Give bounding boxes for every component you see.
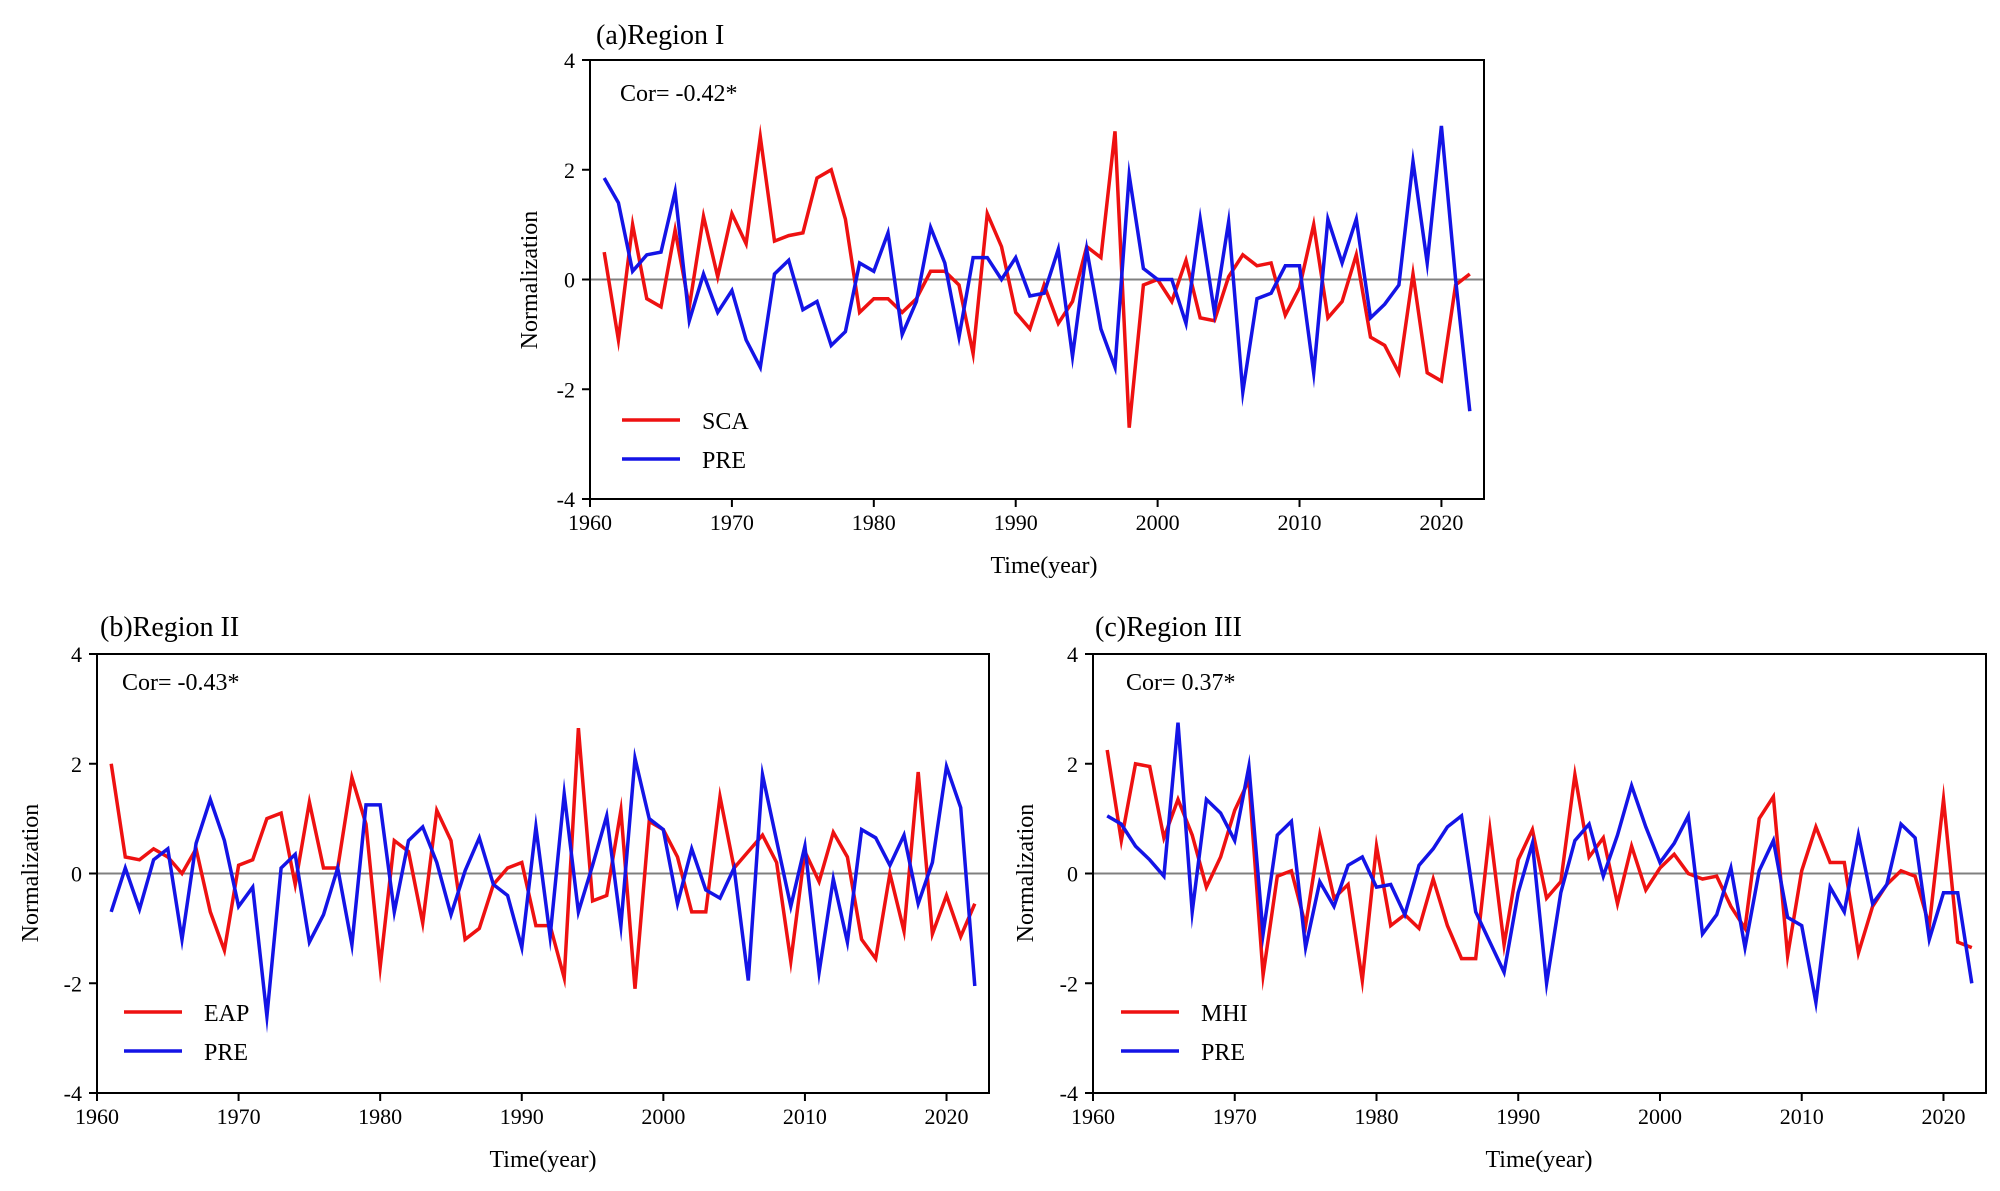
correlation-annotation: Cor= -0.43* bbox=[122, 670, 240, 696]
series-line-pre bbox=[602, 125, 1472, 412]
x-tick-label: 1970 bbox=[1213, 1104, 1257, 1129]
series-line-pre bbox=[1106, 722, 1974, 1015]
y-tick-label: 2 bbox=[71, 752, 82, 777]
x-tick-label: 1980 bbox=[1354, 1104, 1398, 1129]
x-tick-label: 1980 bbox=[358, 1104, 402, 1129]
legend-label-series-1: SCA bbox=[702, 409, 749, 435]
y-tick-label: -2 bbox=[64, 971, 82, 996]
legend-label-series-2: PRE bbox=[702, 448, 746, 474]
panel-region-3: (c)Region III 1960 1970 1980 1990 2000 2010 20… bbox=[1013, 612, 1987, 1173]
y-tick-label: 4 bbox=[71, 642, 82, 667]
x-tick-label: 2010 bbox=[1278, 510, 1322, 535]
legend-label-series-1: EAP bbox=[204, 1001, 249, 1027]
x-tick-label: 1970 bbox=[710, 510, 754, 535]
y-axis-label: Normalization bbox=[517, 211, 543, 350]
legend-label-series-2: PRE bbox=[1201, 1040, 1245, 1066]
y-tick-label: -2 bbox=[1060, 971, 1078, 996]
x-tick-label: 2010 bbox=[783, 1104, 827, 1129]
x-tick-label: 1960 bbox=[75, 1104, 119, 1129]
x-tick-label: 2020 bbox=[925, 1104, 969, 1129]
x-axis-label: Time(year) bbox=[489, 1147, 596, 1173]
x-tick-label: 2000 bbox=[641, 1104, 685, 1129]
panel-region-1: (a)Region I 1960 1970 1980 1990 2000 2010 2020… bbox=[517, 20, 1485, 579]
x-tick-label: 2020 bbox=[1921, 1104, 1965, 1129]
legend: MHI PRE bbox=[1121, 1001, 1248, 1066]
y-tick-label: -4 bbox=[64, 1081, 82, 1106]
panel-title: (b)Region II bbox=[100, 612, 239, 643]
y-axis-label: Normalization bbox=[1013, 804, 1039, 943]
y-tick-label: -4 bbox=[557, 487, 575, 512]
x-tick-label: 2020 bbox=[1419, 510, 1463, 535]
y-tick-label: 0 bbox=[71, 862, 82, 887]
legend: EAP PRE bbox=[124, 1001, 249, 1066]
x-tick-label: 1990 bbox=[500, 1104, 544, 1129]
x-tick-label: 2000 bbox=[1638, 1104, 1682, 1129]
panel-title: (c)Region III bbox=[1095, 612, 1242, 643]
correlation-annotation: Cor= -0.42* bbox=[620, 81, 738, 107]
plot-area: 1960 1970 1980 1990 2000 2010 2020 4 2 0 -2 -4 bbox=[64, 642, 990, 1129]
panel-title: (a)Region I bbox=[596, 20, 724, 51]
legend-label-series-1: MHI bbox=[1201, 1001, 1248, 1027]
x-tick-label: 1990 bbox=[994, 510, 1038, 535]
y-axis-label: Normalization bbox=[18, 804, 44, 943]
plot-area: 1960 1970 1980 1990 2000 2010 2020 4 2 0 -2 -4 bbox=[1060, 642, 1987, 1129]
x-tick-label: 1960 bbox=[1071, 1104, 1115, 1129]
correlation-annotation: Cor= 0.37* bbox=[1126, 670, 1236, 696]
panel-region-2: (b)Region II 1960 1970 1980 1990 2000 2010 202… bbox=[18, 612, 990, 1173]
series-line-mhi bbox=[1105, 749, 1973, 995]
legend: SCA PRE bbox=[622, 409, 749, 474]
y-tick-label: 4 bbox=[564, 48, 575, 73]
legend-label-series-2: PRE bbox=[204, 1040, 248, 1066]
y-tick-label: 0 bbox=[1067, 862, 1078, 887]
x-tick-label: 1960 bbox=[568, 510, 612, 535]
y-tick-label: 2 bbox=[564, 158, 575, 183]
x-axis-label: Time(year) bbox=[1485, 1147, 1592, 1173]
x-tick-label: 2010 bbox=[1780, 1104, 1824, 1129]
series-line-pre bbox=[109, 747, 977, 1034]
y-tick-label: 0 bbox=[564, 268, 575, 293]
x-axis-label: Time(year) bbox=[990, 553, 1097, 579]
x-tick-label: 2000 bbox=[1136, 510, 1180, 535]
plot-area: 1960 1970 1980 1990 2000 2010 2020 4 2 0 -2 -4 bbox=[557, 48, 1485, 535]
x-tick-label: 1980 bbox=[852, 510, 896, 535]
y-tick-label: 2 bbox=[1067, 752, 1078, 777]
y-tick-label: 4 bbox=[1067, 642, 1078, 667]
y-tick-label: -2 bbox=[557, 377, 575, 402]
series-line-eap bbox=[109, 727, 977, 989]
x-tick-label: 1970 bbox=[217, 1104, 261, 1129]
y-tick-label: -4 bbox=[1060, 1081, 1078, 1106]
x-tick-label: 1990 bbox=[1496, 1104, 1540, 1129]
series-line-sca bbox=[602, 123, 1471, 428]
